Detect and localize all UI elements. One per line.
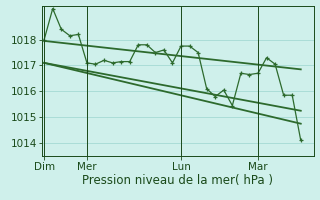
X-axis label: Pression niveau de la mer( hPa ): Pression niveau de la mer( hPa ) <box>82 174 273 187</box>
